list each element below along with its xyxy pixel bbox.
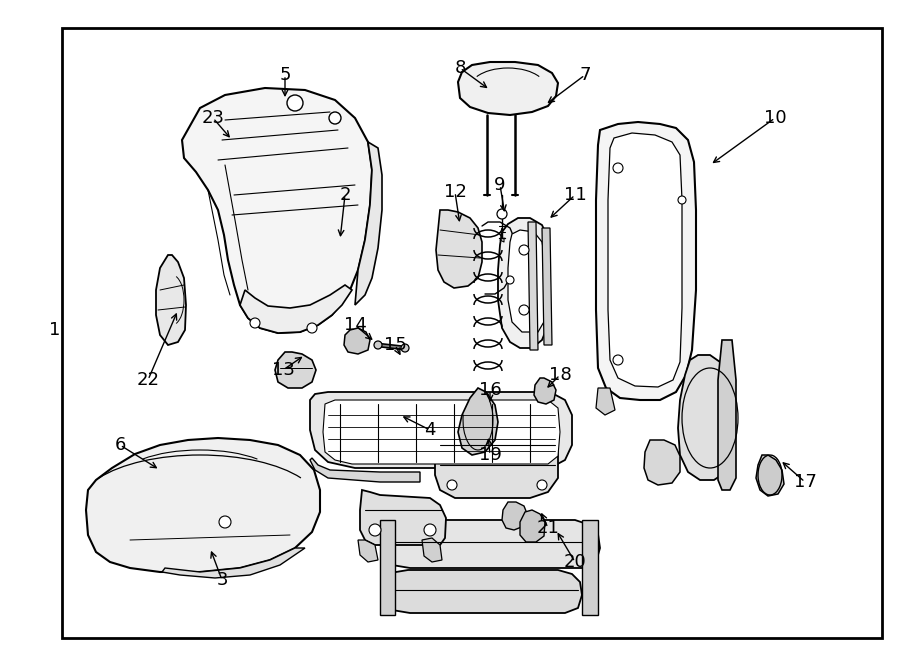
Polygon shape <box>542 228 552 345</box>
Circle shape <box>613 355 623 365</box>
Circle shape <box>307 323 317 333</box>
Polygon shape <box>498 218 550 348</box>
Polygon shape <box>458 62 558 115</box>
Polygon shape <box>310 458 420 482</box>
Polygon shape <box>686 370 705 400</box>
Circle shape <box>219 516 231 528</box>
Text: 18: 18 <box>549 366 572 384</box>
Polygon shape <box>458 388 498 455</box>
Circle shape <box>519 245 529 255</box>
Circle shape <box>424 524 436 536</box>
Polygon shape <box>383 570 582 613</box>
Text: 6: 6 <box>114 436 126 454</box>
Polygon shape <box>608 133 682 387</box>
Polygon shape <box>508 230 546 332</box>
Polygon shape <box>240 285 352 333</box>
Polygon shape <box>520 510 545 542</box>
Polygon shape <box>678 355 734 480</box>
Text: 12: 12 <box>444 183 466 201</box>
Circle shape <box>613 163 623 173</box>
Circle shape <box>287 95 303 111</box>
Text: 8: 8 <box>454 59 465 77</box>
Text: 13: 13 <box>272 361 294 379</box>
Text: 1: 1 <box>50 321 60 339</box>
Polygon shape <box>756 455 784 496</box>
Circle shape <box>250 318 260 328</box>
Polygon shape <box>383 520 600 568</box>
Polygon shape <box>534 378 556 404</box>
Polygon shape <box>162 548 305 578</box>
Polygon shape <box>380 520 395 615</box>
Polygon shape <box>182 88 372 333</box>
Text: 4: 4 <box>424 421 436 439</box>
Polygon shape <box>436 210 482 288</box>
Polygon shape <box>718 340 736 490</box>
Polygon shape <box>323 400 560 464</box>
Text: 15: 15 <box>383 336 407 354</box>
Text: 19: 19 <box>479 446 501 464</box>
Text: 20: 20 <box>563 553 587 571</box>
Text: 5: 5 <box>279 66 291 84</box>
Polygon shape <box>582 520 598 615</box>
Polygon shape <box>275 352 316 388</box>
Polygon shape <box>596 122 696 400</box>
Text: 7: 7 <box>580 66 590 84</box>
Circle shape <box>401 344 409 352</box>
Text: 23: 23 <box>202 109 224 127</box>
Polygon shape <box>344 328 370 354</box>
Circle shape <box>537 480 547 490</box>
Polygon shape <box>360 490 446 545</box>
Text: 2: 2 <box>339 186 351 204</box>
Text: 10: 10 <box>764 109 787 127</box>
Circle shape <box>678 196 686 204</box>
Circle shape <box>519 305 529 315</box>
Polygon shape <box>502 502 528 530</box>
Polygon shape <box>310 392 572 468</box>
Circle shape <box>447 480 457 490</box>
Circle shape <box>497 209 507 219</box>
Text: 16: 16 <box>479 381 501 399</box>
Polygon shape <box>156 255 186 345</box>
Circle shape <box>369 524 381 536</box>
Polygon shape <box>435 420 558 498</box>
Text: 17: 17 <box>794 473 816 491</box>
Circle shape <box>374 341 382 349</box>
Text: 3: 3 <box>216 571 228 589</box>
Text: 21: 21 <box>536 519 560 537</box>
Circle shape <box>506 276 514 284</box>
Polygon shape <box>422 538 442 562</box>
Polygon shape <box>596 388 615 415</box>
Text: 22: 22 <box>137 371 159 389</box>
Text: 14: 14 <box>344 316 366 334</box>
Polygon shape <box>355 142 382 305</box>
Polygon shape <box>358 540 378 562</box>
Polygon shape <box>86 438 320 572</box>
Text: 9: 9 <box>494 176 506 194</box>
Text: 11: 11 <box>563 186 587 204</box>
Circle shape <box>329 112 341 124</box>
Polygon shape <box>528 222 538 350</box>
Polygon shape <box>644 440 680 485</box>
